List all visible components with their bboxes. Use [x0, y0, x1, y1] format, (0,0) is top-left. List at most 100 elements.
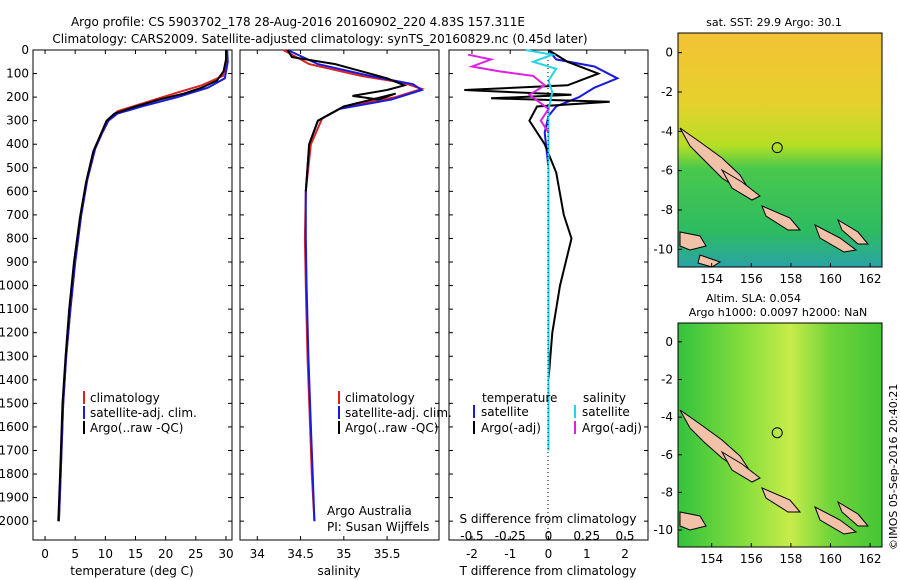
- map-x-tick-label: 160: [819, 552, 842, 566]
- series-line-argo-raw-qc-: [286, 49, 408, 192]
- sla-map-axes: 154 156 158 160 162 0 -2 -4 -6 -8 -10: [653, 335, 881, 566]
- legend-label: Argo(..raw -QC): [345, 421, 438, 435]
- x-tick-label: 10: [98, 547, 113, 561]
- depth-tick-label: 1900: [0, 491, 29, 505]
- island-solomons-1: [761, 487, 802, 513]
- temperature-legend: climatology satellite-adj. clim. Argo(..…: [83, 391, 197, 435]
- sst-map-axes: 154 156 158 160 162 0 -2 -4 -6 -8 -10: [653, 46, 881, 286]
- map-x-tick-label: 154: [700, 552, 723, 566]
- map-y-tick-label: -10: [653, 523, 673, 537]
- map-y-tick-label: 0: [665, 46, 673, 60]
- island-solomons-2: [814, 505, 858, 535]
- depth-tick-label: 1500: [0, 396, 29, 410]
- sla-map: 154 156 158 160 162 0 -2 -4 -6 -8 -10: [653, 322, 883, 566]
- sst-islands: [679, 127, 870, 267]
- x-tick-label: 0: [41, 547, 49, 561]
- depth-tick-label: 1200: [0, 326, 29, 340]
- sla-map-title-line1: Altim. SLA: 0.054: [706, 292, 801, 305]
- map-x-tick-label: 158: [779, 552, 802, 566]
- depth-tick-label: 1800: [0, 467, 29, 481]
- sla-map-title-line2: Argo h1000: 0.0097 h2000: NaN: [689, 306, 868, 319]
- depth-tick-label: 1000: [0, 279, 29, 293]
- x-tick-label: 5: [71, 547, 79, 561]
- map-y-tick-label: -4: [661, 410, 673, 424]
- sst-map-frame: [677, 32, 883, 268]
- legend-label: satellite-adj. clim.: [90, 406, 197, 420]
- top-x-tick-label: -0.5: [460, 529, 483, 543]
- top-x-tick-label: 0.25: [573, 529, 600, 543]
- difference-top-xlabel: S difference from climatology: [460, 512, 637, 526]
- map-y-tick-label: -4: [661, 124, 673, 138]
- depth-tick-label: 500: [6, 161, 29, 175]
- series-line-climatology: [57, 49, 228, 522]
- depth-tick-label: 800: [6, 231, 29, 245]
- temperature-xlabel: temperature (deg C): [70, 564, 193, 578]
- sla-argo-marker: [771, 427, 783, 439]
- depth-tick-label: 200: [6, 90, 29, 104]
- x-tick-label: 30: [218, 547, 233, 561]
- map-y-tick-label: -8: [661, 485, 673, 499]
- x-tick-label: -2: [466, 547, 478, 561]
- x-tick-label: 2: [621, 547, 629, 561]
- island-png-tip: [679, 231, 707, 251]
- legend-label: satellite: [481, 405, 529, 419]
- map-x-tick-label: 158: [779, 272, 802, 286]
- map-y-tick-label: -10: [653, 242, 673, 256]
- map-x-tick-label: 156: [740, 552, 763, 566]
- title-line2: Climatology: CARS2009. Satellite-adjuste…: [52, 32, 587, 46]
- depth-tick-label: 0: [21, 43, 29, 57]
- difference-legend: temperature salinity satellite Argo(-adj…: [473, 391, 642, 435]
- salinity-annotation-institution: Argo Australia: [327, 504, 412, 518]
- island-png-tip: [679, 511, 707, 531]
- depth-tick-label: 1400: [0, 373, 29, 387]
- x-tick-label: 15: [128, 547, 143, 561]
- depth-axis: 0 100 200 300 400 500 600 700 800 900 1000 1100 1200…: [0, 43, 648, 528]
- series-line-satellite-adj-clim-: [287, 49, 424, 522]
- x-tick-label: 25: [188, 547, 203, 561]
- depth-tick-label: 900: [6, 255, 29, 269]
- sst-map: 154 156 158 160 162 0 -2 -4 -6 -8 -10: [653, 32, 883, 286]
- salinity-annotation-pi: PI: Susan Wijffels: [327, 520, 429, 534]
- island-solomons-3: [836, 218, 870, 245]
- salinity-series: [282, 49, 425, 522]
- island-solomons-1: [761, 205, 802, 231]
- x-tick-label: 34: [250, 547, 265, 561]
- depth-tick-label: 400: [6, 137, 29, 151]
- sla-islands: [679, 409, 870, 535]
- sst-map-title: sat. SST: 29.9 Argo: 30.1: [706, 16, 842, 29]
- island-bougainville: [720, 168, 761, 201]
- depth-tick-label: 2000: [0, 514, 29, 528]
- depth-tick-label: 1600: [0, 420, 29, 434]
- depth-tick-label: 1300: [0, 349, 29, 363]
- depth-tick-label: 100: [6, 67, 29, 81]
- title-line1: Argo profile: CS 5903702_178 28-Aug-2016…: [71, 15, 525, 29]
- sst-argo-marker: [771, 142, 783, 154]
- island-solomons-3: [836, 500, 870, 527]
- series-line-satellite-adj-clim-: [57, 49, 229, 522]
- legend-label: satellite: [582, 405, 630, 419]
- depth-tick-label: 1100: [0, 302, 29, 316]
- legend-header-salinity: salinity: [583, 391, 626, 405]
- island-solomons-2: [814, 223, 858, 253]
- difference-top-axis: -0.5-0.2500.250.5: [460, 529, 634, 543]
- sla-map-frame: [677, 322, 883, 548]
- top-x-tick-label: -0.25: [495, 529, 526, 543]
- legend-header-temperature: temperature: [482, 391, 557, 405]
- x-tick-label: 20: [158, 547, 173, 561]
- depth-tick-label: 700: [6, 208, 29, 222]
- x-tick-label: 1: [583, 547, 591, 561]
- x-tick-label: 34.5: [287, 547, 314, 561]
- x-tick-label: 0: [545, 547, 553, 561]
- salinity-panel-frame: [239, 49, 440, 541]
- map-x-tick-label: 156: [740, 272, 763, 286]
- map-x-tick-label: 154: [700, 272, 723, 286]
- top-x-tick-label: 0.5: [615, 529, 634, 543]
- map-x-tick-label: 162: [859, 552, 882, 566]
- salinity-xlabel: salinity: [317, 564, 360, 578]
- depth-tick-label: 600: [6, 184, 29, 198]
- series-line-salinity-argo-adj-: [467, 53, 550, 134]
- salinity-legend: climatology satellite-adj. clim. Argo(..…: [338, 391, 452, 435]
- salinity-x-axis: 34 34.5 35 35.5: [250, 50, 400, 561]
- map-x-tick-label: 160: [819, 272, 842, 286]
- legend-label: climatology: [345, 391, 415, 405]
